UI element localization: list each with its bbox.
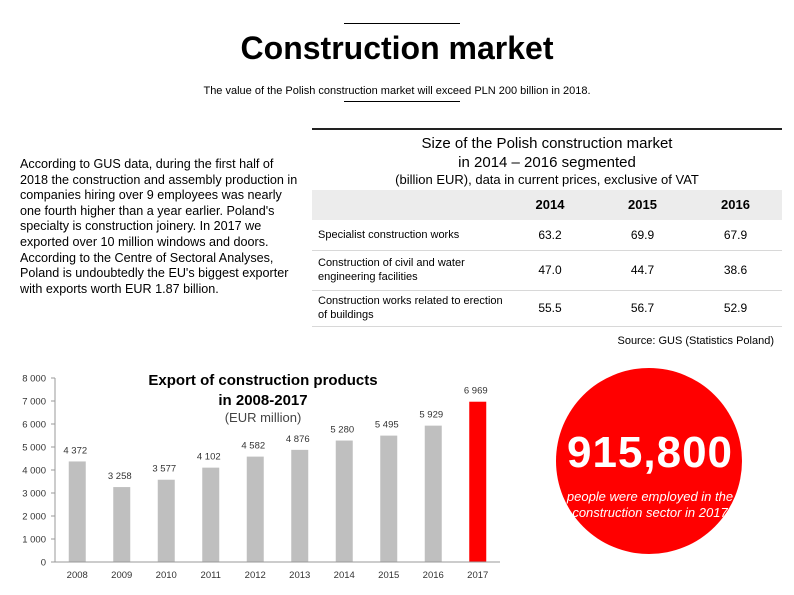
table-header-year: 2016 bbox=[689, 190, 782, 221]
bar-value-label: 4 582 bbox=[241, 441, 265, 452]
x-tick-label: 2008 bbox=[67, 570, 88, 581]
y-tick-label: 0 bbox=[41, 558, 46, 569]
y-tick-label: 4 000 bbox=[22, 466, 46, 477]
table-header-year: 2014 bbox=[504, 190, 596, 221]
title-top-rule bbox=[344, 23, 460, 24]
chart-subtitle: (EUR million) bbox=[225, 410, 302, 425]
table-header-blank bbox=[312, 190, 504, 221]
x-axis: 2008 2009 2010 2011 2012 2013 2014 2015 2016 2017 bbox=[55, 561, 500, 581]
x-tick-label: 2010 bbox=[156, 570, 177, 581]
employment-caption: people were employed in the construction… bbox=[566, 489, 734, 520]
bar-value-label: 6 969 bbox=[464, 386, 488, 397]
table-header-year: 2015 bbox=[596, 190, 689, 221]
table-title-line2: in 2014 – 2016 segmented bbox=[458, 154, 636, 171]
bar-2011 bbox=[202, 467, 220, 562]
table-cell: 56.7 bbox=[596, 290, 689, 327]
table-row: Construction works related to erection o… bbox=[312, 290, 782, 327]
y-tick-label: 2 000 bbox=[22, 512, 46, 523]
y-tick-label: 1 000 bbox=[22, 535, 46, 546]
bar-2013 bbox=[291, 449, 309, 562]
bar-value-label: 3 258 bbox=[108, 471, 132, 482]
subtitle-rule bbox=[344, 101, 460, 102]
x-tick-label: 2011 bbox=[201, 570, 221, 581]
export-bar-chart: Export of construction products in 2008-… bbox=[22, 372, 500, 581]
y-tick-label: 7 000 bbox=[22, 397, 46, 408]
y-tick-label: 3 000 bbox=[22, 489, 46, 500]
bar-value-label: 5 929 bbox=[419, 410, 443, 421]
table-title-line1: Size of the Polish construction market bbox=[421, 135, 673, 152]
x-tick-label: 2017 bbox=[467, 570, 488, 581]
bar-2012 bbox=[246, 456, 264, 562]
x-tick-label: 2014 bbox=[334, 570, 355, 581]
table-cell: 52.9 bbox=[689, 290, 782, 327]
intro-paragraph: According to GUS data, during the first … bbox=[20, 157, 298, 296]
bar-value-label: 4 102 bbox=[197, 452, 221, 463]
x-tick-label: 2016 bbox=[423, 570, 444, 581]
bars: 4 372 3 258 3 577 4 102 4 582 4 876 5 280 5 495… bbox=[63, 386, 488, 562]
bar-2014 bbox=[335, 440, 353, 562]
table-units: (billion EUR), data in current prices, e… bbox=[395, 172, 699, 187]
table-row: Construction of civil and water engineer… bbox=[312, 250, 782, 291]
bar-2008 bbox=[68, 461, 86, 562]
bar-value-label: 5 280 bbox=[330, 425, 354, 436]
bar-2009 bbox=[113, 487, 131, 562]
bar-value-label: 3 577 bbox=[152, 464, 176, 475]
employment-number: 915,800 bbox=[566, 428, 734, 477]
table-title: Size of the Polish construction market i… bbox=[312, 134, 782, 172]
chart-title-line1: Export of construction products bbox=[148, 372, 377, 389]
y-tick-label: 8 000 bbox=[22, 374, 46, 385]
table-header-row: 2014 2015 2016 bbox=[312, 190, 782, 221]
bar-2016 bbox=[424, 425, 442, 562]
x-tick-label: 2012 bbox=[245, 570, 266, 581]
table-cell: 69.9 bbox=[596, 220, 689, 251]
y-axis: 0 1 000 2 000 3 000 4 000 5 000 6 000 7 000 8 00… bbox=[22, 374, 56, 569]
table-cell: 63.2 bbox=[504, 220, 596, 251]
table-cell: 38.6 bbox=[689, 250, 782, 291]
bar-value-label: 5 495 bbox=[375, 420, 399, 431]
row-label: Construction works related to erection o… bbox=[312, 290, 504, 327]
table-cell: 67.9 bbox=[689, 220, 782, 251]
table-cell: 47.0 bbox=[504, 250, 596, 291]
table-cell: 55.5 bbox=[504, 290, 596, 327]
x-tick-label: 2009 bbox=[111, 570, 132, 581]
table-cell: 44.7 bbox=[596, 250, 689, 291]
bar-value-label: 4 876 bbox=[286, 434, 310, 445]
page-subtitle: The value of the Polish construction mar… bbox=[203, 85, 591, 97]
x-tick-label: 2015 bbox=[378, 570, 399, 581]
employment-stat-circle bbox=[556, 368, 742, 554]
page-title: Construction market bbox=[240, 30, 554, 66]
table-source: Source: GUS (Statistics Poland) bbox=[617, 335, 774, 347]
market-size-table: 2014 2015 2016 Specialist construction w… bbox=[312, 190, 782, 327]
bar-value-label: 4 372 bbox=[63, 445, 87, 456]
y-tick-label: 6 000 bbox=[22, 420, 46, 431]
table-row: Specialist construction works 63.2 69.9 … bbox=[312, 220, 782, 251]
market-size-section: Size of the Polish construction market i… bbox=[312, 128, 782, 350]
y-tick-label: 5 000 bbox=[22, 443, 46, 454]
x-tick-label: 2013 bbox=[289, 570, 310, 581]
bar-2017 bbox=[469, 401, 487, 562]
bar-2010 bbox=[157, 479, 175, 562]
bar-2015 bbox=[380, 435, 398, 562]
row-label: Specialist construction works bbox=[312, 220, 504, 251]
row-label: Construction of civil and water engineer… bbox=[312, 250, 504, 291]
chart-title-line2: in 2008-2017 bbox=[218, 392, 307, 409]
